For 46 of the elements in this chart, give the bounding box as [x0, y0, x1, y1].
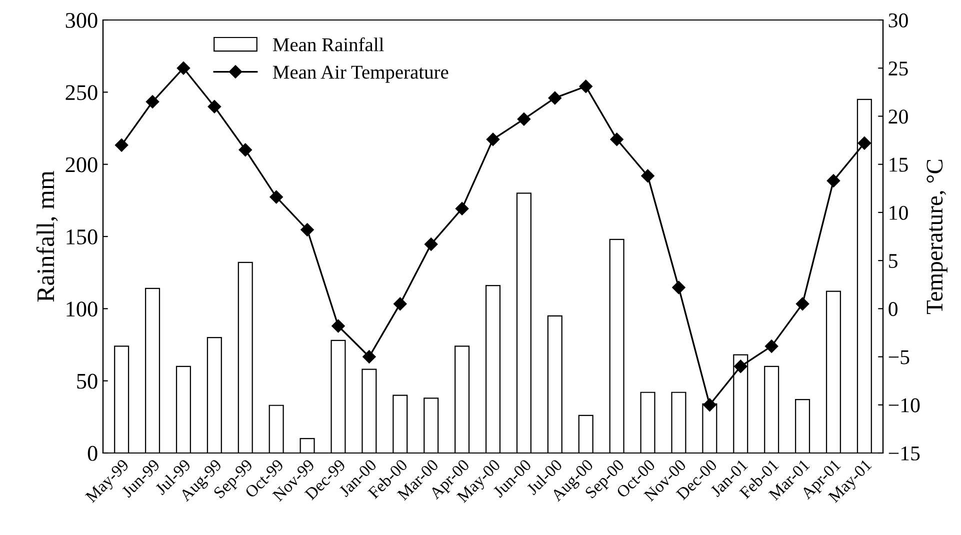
point [672, 280, 686, 294]
point [734, 360, 748, 373]
point [394, 297, 407, 310]
legend-label: Mean Air Temperature [272, 66, 448, 83]
point [332, 319, 345, 333]
y-tick-label: 300 [66, 12, 98, 28]
point [238, 143, 252, 156]
point [703, 398, 716, 412]
point [548, 91, 562, 105]
y2-tick-label: −15 [888, 446, 920, 460]
point [610, 132, 624, 146]
y2-tick-label: 25 [888, 62, 908, 76]
point [176, 62, 190, 75]
y2-tick-label: 5 [889, 254, 898, 268]
y-tick-label: 0 [88, 446, 98, 461]
point [858, 136, 872, 150]
point [424, 238, 438, 251]
y2-tick-label: −5 [888, 350, 910, 364]
legend-label: Mean Rainfall [272, 37, 384, 52]
point [641, 169, 654, 182]
y2-tick-label: 10 [890, 206, 908, 220]
point [486, 132, 500, 146]
y-tick-label: 50 [77, 374, 98, 389]
point [270, 190, 283, 204]
point [796, 297, 810, 310]
y-axis-title: Rainfall, mm [36, 170, 58, 302]
point [764, 340, 778, 353]
y2-axis-title: Temperature, °C [926, 160, 948, 314]
y2-tick-label: −10 [888, 398, 920, 412]
point [300, 223, 314, 236]
point [114, 138, 128, 152]
y-tick-label: 100 [66, 302, 98, 317]
y-tick-label: 150 [66, 229, 98, 244]
point [579, 80, 592, 93]
y2-tick-label: 30 [888, 13, 908, 28]
y-tick-label: 200 [66, 157, 98, 172]
point [362, 350, 376, 364]
y2-tick-label: 15 [890, 158, 908, 172]
y2-tick-label: 20 [888, 110, 908, 124]
point [517, 112, 531, 126]
point [455, 202, 469, 216]
point [826, 174, 840, 188]
point [146, 95, 160, 108]
y2-tick-label: 0 [888, 302, 898, 316]
y-tick-label: 250 [66, 85, 98, 100]
point [208, 100, 222, 114]
